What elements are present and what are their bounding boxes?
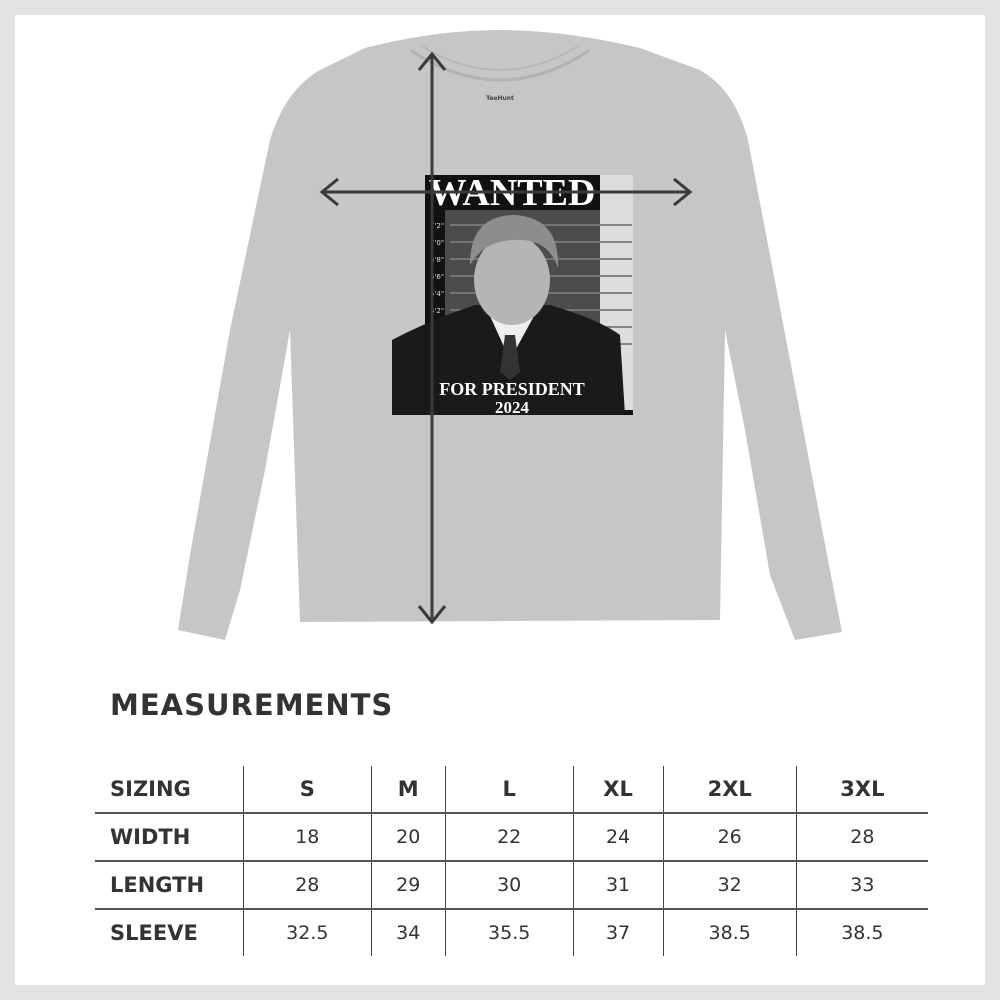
table-cell: 18 [243,812,372,861]
table-cell: 26 [662,812,797,861]
svg-text:FOR PRESIDENT: FOR PRESIDENT [439,379,585,399]
table-cell: 32.5 [243,908,372,956]
header-cell: S [243,766,372,813]
table-cell: 22 [444,812,573,861]
neck-label: TeeHunt [486,95,514,102]
svg-text:6'2": 6'2" [430,307,444,315]
table-cell: 32 [662,860,797,909]
shirt-illustration: TeeHunt 7'2" 7'0" 6'8" 6'6" 6'4" 6'2" WA… [178,30,842,640]
row-label: SLEEVE [95,908,244,956]
table-cell: 33 [795,860,928,909]
width-arrow [319,177,693,207]
header-cell: 2XL [662,766,797,813]
face [474,235,550,325]
table-cell: 29 [370,860,446,909]
table-cell: 31 [572,860,664,909]
table-cell: 28 [243,860,372,909]
table-cell: 24 [572,812,664,861]
header-cell: SIZING [110,777,191,801]
length-arrow [417,51,447,625]
table-cell: 20 [370,812,446,861]
svg-text:2024: 2024 [495,398,530,417]
svg-text:6'6": 6'6" [430,273,444,281]
size-chart-table: SIZING S M L XL 2XL 3XL WIDTH 18 20 22 2… [95,766,928,956]
measurements-title: MEASUREMENTS [110,688,394,722]
table-header-row: SIZING S M L XL 2XL 3XL [95,766,928,813]
svg-text:6'4": 6'4" [430,290,444,298]
svg-text:7'2": 7'2" [430,222,444,230]
svg-text:7'0": 7'0" [430,239,444,247]
table-cell: 38.5 [662,908,797,956]
table-cell: 28 [795,812,928,861]
table-cell: 34 [370,908,446,956]
table-row: WIDTH 18 20 22 24 26 28 [95,812,928,861]
row-label: WIDTH [95,812,244,861]
hair [470,215,559,268]
header-cell: 3XL [795,766,928,813]
row-label: LENGTH [95,860,244,909]
svg-text:6'8": 6'8" [430,256,444,264]
header-cell: M [370,766,446,813]
table-cell: 37 [572,908,664,956]
table-cell: 38.5 [795,908,928,956]
header-cell: L [444,766,573,813]
table-row: LENGTH 28 29 30 31 32 33 [95,860,928,909]
table-cell: 35.5 [444,908,573,956]
table-row: SLEEVE 32.5 34 35.5 37 38.5 38.5 [95,908,928,956]
print-graphic: 7'2" 7'0" 6'8" 6'6" 6'4" 6'2" WANTED FOR… [392,172,633,417]
header-cell: XL [572,766,664,813]
table-cell: 30 [444,860,573,909]
